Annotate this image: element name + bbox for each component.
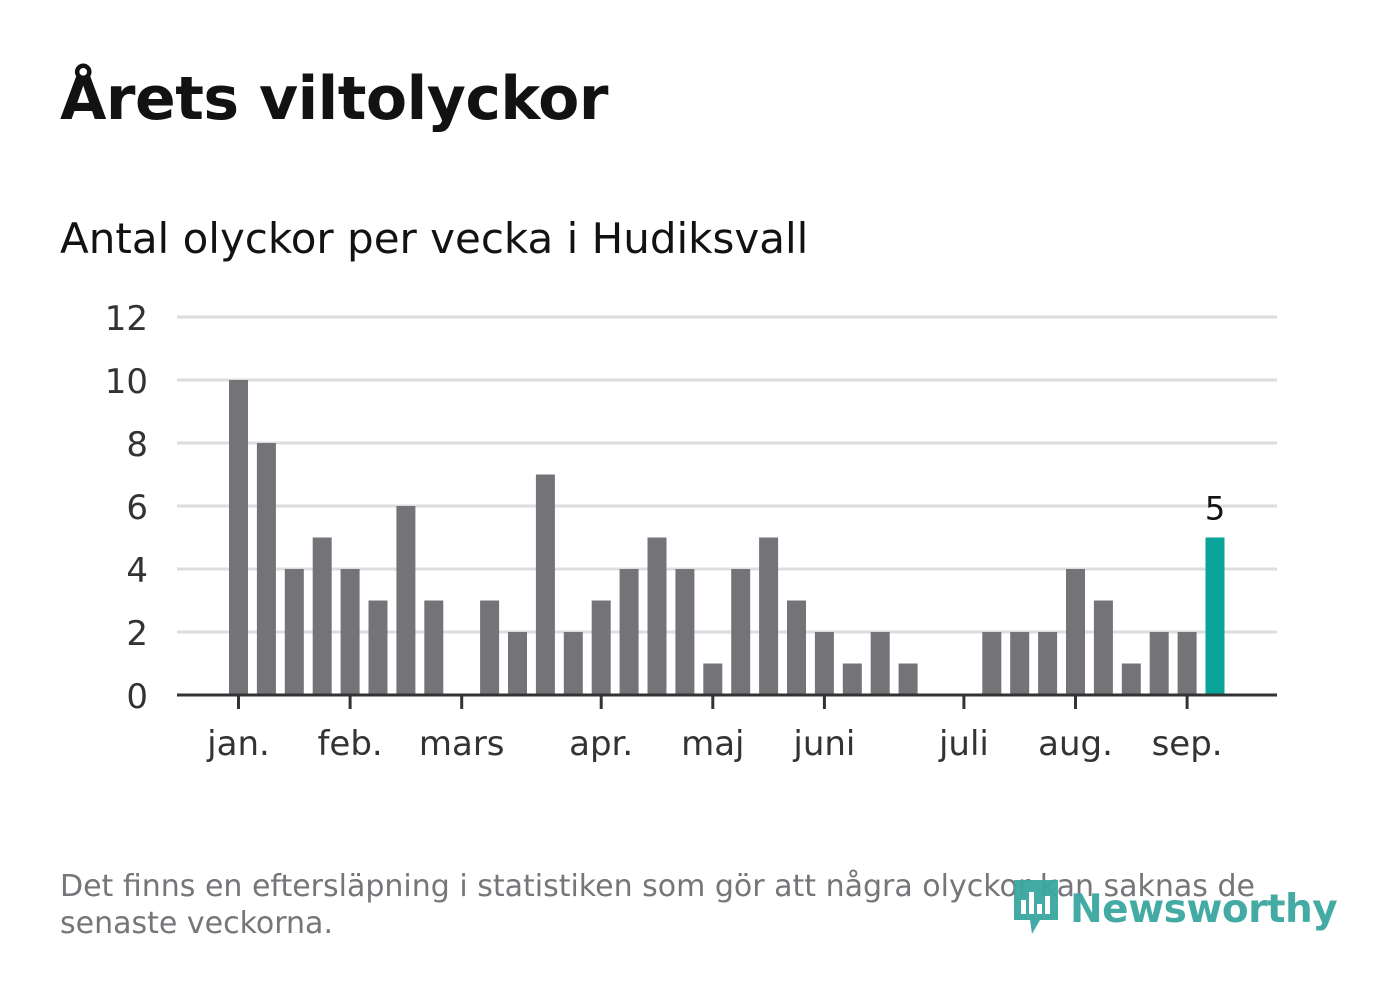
bar [535,474,555,695]
bar [619,569,639,695]
x-axis [177,693,1277,709]
bar [508,632,527,695]
y-tick-label: 8 [126,425,148,465]
bar [591,600,611,695]
bar [396,506,416,695]
bar [424,600,444,695]
x-tick-label: juni [792,724,855,764]
bar [787,600,806,695]
x-tick-label: maj [681,724,744,764]
data-labels: 5 [1205,490,1225,528]
bars [229,380,1225,695]
bar [480,600,500,695]
x-tick-label: juli [938,724,989,764]
y-tick-label: 2 [126,614,148,654]
x-tick-label: mars [419,724,505,764]
x-tick-label: sep. [1152,724,1223,764]
bar [647,537,667,695]
y-tick-label: 0 [126,677,148,717]
y-tick-label: 6 [126,488,148,528]
y-tick-label: 10 [105,362,148,402]
chart-subtitle: Antal olyckor per vecka i Hudiksvall [60,214,809,263]
bar [814,632,834,695]
bar [340,569,360,695]
bar [842,663,862,695]
bar [1093,600,1113,695]
bar [982,632,1002,695]
bar [368,600,388,695]
x-tick-label: aug. [1038,724,1113,764]
bar-highlight [1205,537,1225,695]
bar [1121,663,1141,695]
bar [1177,632,1197,695]
y-tick-label: 12 [105,299,148,339]
x-axis-tick-labels: jan. feb. mars apr. maj juni juli aug. sep. [206,724,1222,764]
bar [870,632,890,695]
newsworthy-logo: Newsworthy [1010,876,1338,942]
newsworthy-logo-icon [1010,876,1062,942]
bar [759,537,779,695]
bar [229,380,248,695]
x-tick-label: feb. [317,724,382,764]
bar [731,569,751,695]
y-axis-tick-labels: 0 2 4 6 8 10 12 [105,299,148,717]
bar [284,569,304,695]
chart-title: Årets viltolyckor [60,64,609,134]
x-tick-label: apr. [569,724,633,764]
bar [563,632,583,695]
bar [675,569,695,695]
bar [1066,569,1085,695]
bar [703,663,723,695]
bar [1038,632,1058,695]
gridlines [177,315,1277,634]
x-tick-label: jan. [206,724,270,764]
bar [312,537,332,695]
data-label: 5 [1205,490,1225,528]
bar [256,443,276,695]
newsworthy-logo-text: Newsworthy [1070,886,1338,932]
bar [1010,632,1030,695]
y-tick-label: 4 [126,551,148,591]
bar [1149,632,1169,695]
bar [898,663,918,695]
